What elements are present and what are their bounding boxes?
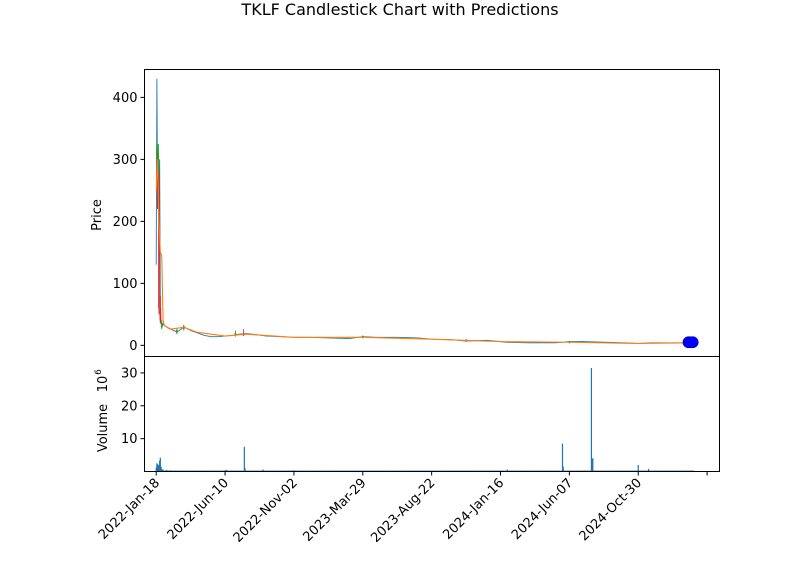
price-y-axis: 0 100 200 300 400	[113, 91, 145, 354]
volume-bar	[158, 464, 160, 472]
price-panel: 0 100 200 300 400 Price	[90, 78, 699, 354]
volume-bar	[156, 463, 158, 472]
volume-bar	[590, 368, 593, 472]
volume-axis-label-group: Volume 10 6	[94, 369, 111, 452]
volume-series	[155, 368, 695, 472]
volume-y-axis: 10 20 30	[121, 366, 145, 447]
x-tick-label: 2024-Oct-30	[577, 476, 645, 544]
x-tick-label: 2024-Jun-07	[509, 476, 576, 543]
volume-axis-label: Volume	[96, 404, 111, 452]
price-axis-label: Price	[90, 199, 105, 231]
volume-bar	[169, 470, 171, 472]
volume-axis-exponent-power: 6	[94, 369, 104, 375]
volume-bar	[165, 469, 168, 472]
volume-bar	[637, 464, 639, 472]
volume-bar	[262, 469, 264, 472]
volume-bar	[159, 457, 161, 472]
candle-body	[176, 329, 178, 333]
volume-bar	[244, 468, 246, 472]
price-y-tick-label: 0	[129, 339, 137, 354]
candle-body	[234, 332, 237, 336]
x-tick-label: 2022-Jun-10	[165, 476, 232, 543]
price-y-tick-label: 300	[113, 153, 138, 168]
volume-bar	[591, 458, 593, 472]
price-series	[155, 78, 699, 349]
volume-bar	[506, 469, 509, 472]
volume-bar	[160, 466, 162, 472]
volume-bar	[647, 468, 650, 472]
price-y-tick-label: 100	[113, 277, 138, 292]
volume-bar	[155, 467, 157, 472]
candle-body	[156, 146, 158, 172]
x-tick-label: 2023-Aug-22	[368, 476, 438, 546]
price-y-tick-label: 400	[113, 91, 138, 106]
prediction-line	[155, 159, 690, 345]
volume-bar	[561, 443, 564, 472]
volume-bar	[224, 470, 226, 472]
chart-title: TKLF Candlestick Chart with Predictions	[240, 0, 558, 19]
x-tick-label: 2022-Jan-18	[96, 476, 163, 543]
volume-bar	[156, 464, 159, 472]
volume-y-tick-label: 10	[121, 432, 138, 447]
volume-y-tick-label: 30	[121, 366, 138, 381]
price-line	[155, 78, 690, 344]
volume-bar	[162, 469, 164, 472]
volume-axis-exponent-base: 10	[96, 376, 111, 393]
volume-bar	[562, 466, 564, 472]
candle-body	[158, 190, 160, 309]
candle-body	[159, 308, 162, 321]
volume-bar	[159, 460, 161, 472]
volume-bar	[161, 468, 163, 472]
volume-panel-frame	[144, 356, 720, 472]
x-tick-label: 2024-Jan-16	[440, 476, 507, 543]
price-y-tick-label: 200	[113, 215, 138, 230]
volume-y-tick-label: 20	[121, 399, 138, 414]
candle-body	[157, 153, 160, 178]
candle-body	[160, 323, 163, 327]
volume-bar	[243, 446, 245, 472]
volume-panel: 10 20 30 Volume 10 6	[94, 366, 695, 472]
volume-bar	[157, 465, 159, 472]
x-tick-label: 2022-Nov-02	[231, 476, 301, 546]
prediction-marker	[686, 336, 699, 349]
volume-bar	[592, 458, 594, 472]
volume-bar	[293, 470, 295, 472]
price-panel-frame	[144, 69, 720, 357]
x-tick-label: 2023-Mar-29	[301, 476, 370, 545]
volume-bar	[225, 469, 228, 472]
